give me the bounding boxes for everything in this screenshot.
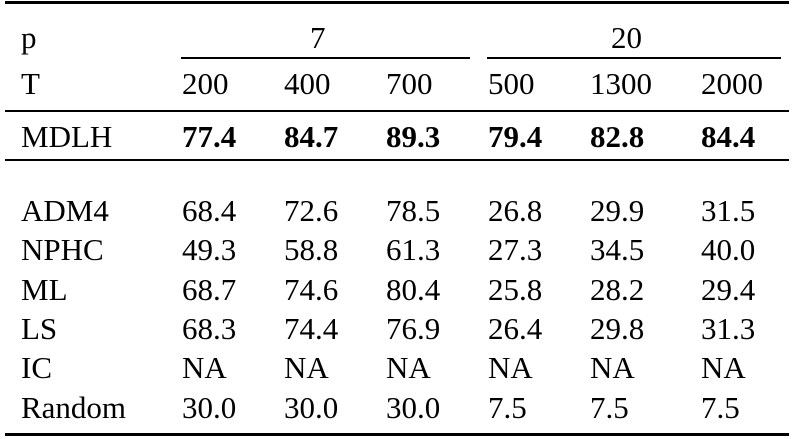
cell-value: 82.8 <box>590 119 645 154</box>
t-value: 200 <box>182 66 229 101</box>
cell-value: 7.5 <box>590 389 629 425</box>
cell-value: 26.8 <box>488 193 543 228</box>
group-rule-20 <box>487 57 781 59</box>
group-p-7: 7 <box>310 20 326 55</box>
cell-value: 80.4 <box>386 271 441 307</box>
cell-value: 68.4 <box>182 193 237 228</box>
p-label: p <box>21 20 37 55</box>
t-value: 700 <box>386 66 433 101</box>
cell-value: 58.8 <box>284 232 339 268</box>
cell-value: 31.5 <box>701 193 756 228</box>
cell-value: NA <box>284 350 329 386</box>
cell-value: 49.3 <box>182 232 237 268</box>
method-name: IC <box>21 350 52 386</box>
table-row: ML 68.7 74.6 80.4 25.8 28.2 29.4 <box>0 270 794 310</box>
cell-value: NA <box>182 350 227 386</box>
cell-value: 27.3 <box>488 232 543 268</box>
cell-value: 61.3 <box>386 232 441 268</box>
cell-value: 74.6 <box>284 271 339 307</box>
cell-value: 68.3 <box>182 310 237 346</box>
t-value: 2000 <box>701 66 763 101</box>
method-name: ADM4 <box>21 193 109 228</box>
cell-value: 30.0 <box>182 389 237 425</box>
table-row: LS 68.3 74.4 76.9 26.4 29.8 31.3 <box>0 309 794 349</box>
t-label: T <box>21 66 40 101</box>
cell-value: 28.2 <box>590 271 645 307</box>
top-rule <box>5 1 789 4</box>
table-row: NPHC 49.3 58.8 61.3 27.3 34.5 40.0 <box>0 230 794 270</box>
cell-value: 77.4 <box>182 119 237 154</box>
mid-rule <box>5 159 789 161</box>
header-rule <box>5 110 789 112</box>
cell-value: 84.7 <box>284 119 339 154</box>
t-value: 400 <box>284 66 331 101</box>
cell-value: NA <box>701 350 746 386</box>
cell-value: 76.9 <box>386 310 441 346</box>
cell-value: 68.7 <box>182 271 237 307</box>
cell-value: 7.5 <box>488 389 527 425</box>
group-p-20: 20 <box>611 20 642 55</box>
cell-value: 34.5 <box>590 232 645 268</box>
method-name: NPHC <box>21 232 104 268</box>
group-rule-7 <box>181 57 470 59</box>
cell-value: NA <box>590 350 635 386</box>
header-row-t: T 200 400 700 500 1300 2000 <box>0 64 794 104</box>
cell-value: 25.8 <box>488 271 543 307</box>
bottom-rule <box>5 433 789 436</box>
t-value: 500 <box>488 66 535 101</box>
cell-value: NA <box>386 350 431 386</box>
cell-value: 26.4 <box>488 310 543 346</box>
cell-value: 72.6 <box>284 193 339 228</box>
table-row-mdlh: MDLH 77.4 84.7 89.3 79.4 82.8 84.4 <box>0 117 794 157</box>
method-name: MDLH <box>21 119 113 154</box>
cell-value: 79.4 <box>488 119 543 154</box>
t-value: 1300 <box>590 66 652 101</box>
cell-value: 29.8 <box>590 310 645 346</box>
cell-value: 30.0 <box>284 389 339 425</box>
cell-value: 29.9 <box>590 193 645 228</box>
cell-value: 30.0 <box>386 389 441 425</box>
header-row-p: p 7 20 <box>0 18 794 58</box>
cell-value: 29.4 <box>701 271 756 307</box>
cell-value: 78.5 <box>386 193 441 228</box>
cell-value: 31.3 <box>701 310 756 346</box>
table-row: ADM4 68.4 72.6 78.5 26.8 29.9 31.5 <box>0 191 794 231</box>
cell-value: 74.4 <box>284 310 339 346</box>
table-row: Random 30.0 30.0 30.0 7.5 7.5 7.5 <box>0 388 794 428</box>
cell-value: NA <box>488 350 533 386</box>
method-name: LS <box>21 310 58 346</box>
table-row: IC NA NA NA NA NA NA <box>0 348 794 388</box>
method-name: ML <box>21 271 68 307</box>
cell-value: 89.3 <box>386 119 441 154</box>
cell-value: 40.0 <box>701 232 756 268</box>
method-name: Random <box>21 389 127 425</box>
cell-value: 7.5 <box>701 389 740 425</box>
cell-value: 84.4 <box>701 119 756 154</box>
